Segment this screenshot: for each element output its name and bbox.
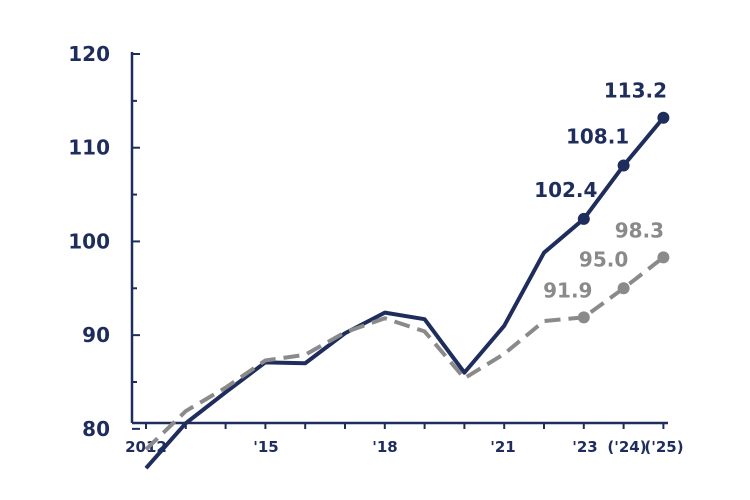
- series-line-solid: [144, 116, 665, 470]
- data-label: 102.4: [534, 178, 597, 202]
- y-tick-label: 100: [68, 229, 110, 253]
- x-tick-label: '23: [572, 438, 597, 456]
- data-point: [617, 282, 630, 295]
- data-label: 95.0: [579, 247, 628, 271]
- x-tick-label: '18: [372, 438, 397, 456]
- y-tick-label: 110: [68, 136, 110, 160]
- x-tick-label: '15: [253, 438, 278, 456]
- chart-series: [144, 111, 670, 470]
- y-tick-label: 80: [82, 417, 110, 441]
- data-point: [577, 212, 590, 225]
- y-tick-label: 120: [68, 42, 110, 66]
- data-point: [657, 251, 670, 264]
- y-tick-label: 90: [82, 323, 110, 347]
- x-tick-label: ('24): [607, 438, 646, 456]
- data-point: [577, 311, 590, 324]
- data-point: [617, 159, 630, 172]
- data-point: [657, 111, 670, 124]
- data-label: 113.2: [604, 79, 667, 103]
- data-label: 91.9: [543, 278, 592, 302]
- series-line-dashed: [144, 255, 665, 451]
- data-label: 108.1: [566, 125, 629, 149]
- x-tick-label: '21: [490, 438, 515, 456]
- data-label: 98.3: [615, 218, 664, 242]
- x-tick-label: ('25): [644, 438, 683, 456]
- chart-data-labels: 102.4 108.1 113.2 91.9 95.0 98.3: [534, 79, 667, 303]
